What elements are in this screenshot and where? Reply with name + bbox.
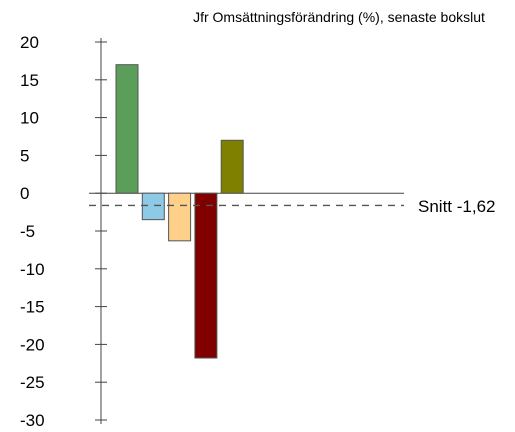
y-tick-label: 0 bbox=[20, 184, 29, 203]
y-tick-label: 15 bbox=[20, 71, 39, 90]
y-axis: 20 15 10 5 0 -5 -10 -15 -20 -25 -30 bbox=[20, 33, 404, 430]
bar bbox=[115, 64, 139, 194]
y-tick-label: -15 bbox=[20, 298, 45, 317]
y-tick-label: -30 bbox=[20, 411, 45, 430]
y-tick-label: -10 bbox=[20, 260, 45, 279]
bar bbox=[141, 192, 165, 221]
y-tick-label: 5 bbox=[20, 146, 29, 165]
bars bbox=[115, 64, 244, 359]
y-tick-label: 20 bbox=[20, 33, 39, 52]
y-tick-label: -5 bbox=[20, 222, 35, 241]
bar bbox=[168, 192, 192, 242]
reference-line-label: Snitt -1,62 bbox=[418, 197, 496, 216]
bar bbox=[220, 139, 244, 194]
y-tick-label: -20 bbox=[20, 335, 45, 354]
y-tick-label: -25 bbox=[20, 373, 45, 392]
y-tick-label: 10 bbox=[20, 109, 39, 128]
chart-title: Jfr Omsättningsförändring (%), senaste b… bbox=[193, 9, 485, 25]
bar bbox=[194, 192, 218, 359]
